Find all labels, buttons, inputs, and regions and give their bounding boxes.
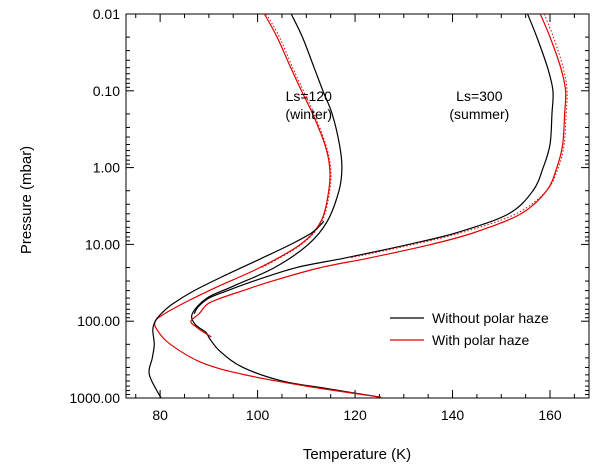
y-tick-label: 0.01 xyxy=(93,6,120,22)
y-tick-label: 1000.00 xyxy=(69,390,120,406)
x-axis-title: Temperature (K) xyxy=(303,446,411,463)
y-axis: 0.01 0.10 1.00 10.00 100.00 1000.00 xyxy=(69,6,589,406)
y-tick-label: 1.00 xyxy=(93,160,120,176)
plot-frame xyxy=(125,13,590,399)
x-tick-label: 140 xyxy=(441,407,465,423)
annotation-text-2: Ls=300 xyxy=(456,88,503,104)
series-line-5 xyxy=(190,14,567,338)
annotations: Ls=120 (winter) Ls=300 (summer) xyxy=(285,88,509,122)
x-tick-label: 160 xyxy=(538,407,562,423)
y-tick-label: 10.00 xyxy=(85,236,120,252)
x-tick-label: 100 xyxy=(246,407,270,423)
series-line-6 xyxy=(350,14,568,259)
legend-label: Without polar haze xyxy=(432,310,549,326)
annotation-text-1: Ls=120 xyxy=(286,88,333,104)
annotation-text-2: (summer) xyxy=(449,106,509,122)
x-tick-label: 80 xyxy=(152,407,168,423)
series-line-1 xyxy=(190,14,382,398)
series-line-3 xyxy=(148,220,325,398)
series-layer xyxy=(148,14,568,398)
y-tick-label: 100.00 xyxy=(77,313,120,329)
legend: Without polar haze With polar haze xyxy=(390,310,549,348)
x-axis: 80 100 120 140 160 xyxy=(135,14,575,423)
series-line-2 xyxy=(154,14,382,398)
x-tick-label: 120 xyxy=(343,407,367,423)
annotation-text-1: (winter) xyxy=(285,106,332,122)
series-line-4 xyxy=(193,14,554,315)
y-axis-title: Pressure (mbar) xyxy=(18,146,35,254)
plot-border xyxy=(125,13,590,399)
series-line-7 xyxy=(262,14,332,268)
y-tick-label: 0.10 xyxy=(93,83,120,99)
legend-label: With polar haze xyxy=(432,332,529,348)
